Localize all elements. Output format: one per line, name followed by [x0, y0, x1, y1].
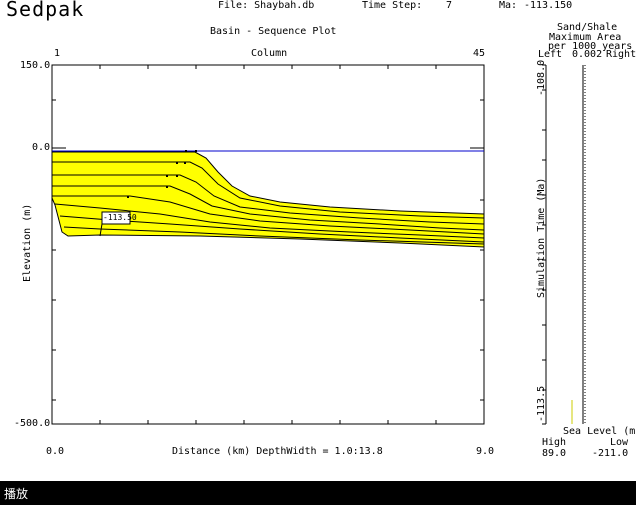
annotation-label: -113.50 — [103, 213, 137, 222]
x-axis-label: Distance (km) DepthWidth = 1.0:13.8 — [172, 446, 383, 457]
app-title: Sedpak — [6, 0, 85, 21]
x-min-label: 0.0 — [46, 446, 65, 457]
play-label[interactable]: 播放 — [4, 487, 29, 501]
side-ratio-value: 0.002 — [572, 49, 603, 60]
x-max-label: 9.0 — [476, 446, 495, 457]
time-bottom-label: -113.5 — [536, 385, 547, 422]
time-ticks — [542, 64, 546, 425]
plot-frame — [51, 64, 485, 425]
time-step-value: 7 — [446, 0, 453, 11]
column-min-label: 1 — [54, 48, 61, 59]
side-title-1: Sand/Shale — [557, 22, 618, 33]
ma-label: Ma: — [499, 0, 518, 11]
side-left-label: Left — [538, 49, 563, 60]
sea-low-label: Low — [610, 437, 629, 448]
column-axis-label: Column — [251, 48, 288, 59]
side-title-2: Maximum Area — [549, 32, 622, 43]
sediment-fill — [51, 151, 485, 248]
side-title-3: per 1000 years — [548, 41, 633, 52]
column-max-label: 45 — [473, 48, 486, 59]
sea-level-label: Sea Level (m) — [563, 426, 636, 437]
plot-title: Basin - Sequence Plot — [210, 26, 337, 37]
annotation-box — [101, 211, 131, 225]
sea-high-value: 89.0 — [542, 448, 567, 459]
side-right-label: Right — [606, 49, 636, 60]
layer-markers — [127, 150, 197, 198]
sea-low-value: -211.0 — [592, 448, 629, 459]
y-tick-zero: 0.0 — [32, 142, 51, 153]
sea-high-label: High — [542, 437, 567, 448]
stratigraphic-layers — [52, 161, 485, 245]
time-top-label: -108.0 — [536, 59, 547, 96]
y-tick-bottom: -500.0 — [14, 418, 51, 429]
ma-value: -113.150 — [524, 0, 573, 11]
taskbar: 播放 — [0, 481, 636, 505]
y-tick-top: 150.0 — [20, 60, 51, 71]
simulation-time-label: Simulation Time (Ma) — [536, 177, 547, 298]
time-step-label: Time Step: — [362, 0, 423, 11]
file-name: File: Shaybah.db — [218, 0, 315, 11]
plot-ticks — [52, 65, 484, 424]
